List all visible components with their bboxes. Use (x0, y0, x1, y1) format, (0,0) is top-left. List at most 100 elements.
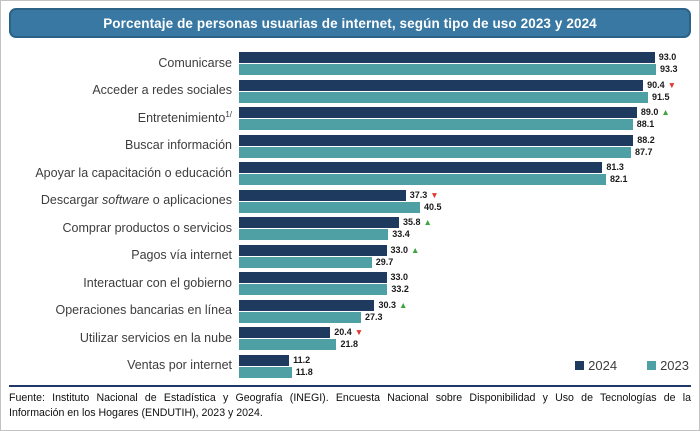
bar-pair: 11.2 11.8 (239, 354, 691, 378)
value-label-2024: 35.8 (403, 217, 421, 227)
bar-line-2023: 40.5 (239, 201, 691, 213)
value-label-2024: 20.4 (334, 327, 352, 337)
legend-item-2024: 2024 (575, 358, 617, 373)
bar-2024 (239, 189, 406, 201)
value-label-2023: 40.5 (424, 201, 442, 212)
value-label-2023: 27.3 (365, 311, 383, 322)
bar-pair: 90.4 ▼ 91.5 (239, 79, 691, 103)
bar-pair: 20.4 ▼ 21.8 (239, 327, 691, 350)
footer-divider-line (9, 385, 691, 387)
category-row: Entretenimiento1/89.0 ▲ 88.1 (9, 107, 691, 130)
category-row: Utilizar servicios en la nube 20.4 ▼ 21.8 (9, 327, 691, 350)
bar-pair: 35.8 ▲ 33.4 (239, 217, 691, 240)
category-row: Operaciones bancarias en línea 30.3 ▲ 27.3 (9, 299, 691, 323)
category-row: Descargar software o aplicaciones 37.3 ▼ 40… (9, 189, 691, 213)
value-label-2024: 89.0 (640, 107, 659, 117)
bar-pair: 93.0 93.3 (239, 52, 691, 75)
category-row: Comunicarse 93.0 93.3 (9, 52, 691, 75)
legend-swatch-2024 (575, 361, 585, 370)
category-label: Operaciones bancarias en línea (55, 303, 232, 318)
bar-2023 (239, 284, 388, 295)
change-marker-up-icon: ▲ (411, 244, 420, 255)
bar-line-2024: 88.2 (239, 134, 691, 146)
change-marker-down-icon: ▼ (667, 79, 677, 90)
bar-line-2024: 93.0 (239, 52, 691, 63)
category-label: Ventas por internet (127, 358, 232, 373)
bar-2023 (239, 229, 389, 240)
category-label: Interactuar con el gobierno (83, 275, 232, 290)
bar-2024 (239, 79, 644, 91)
bar-2023 (239, 91, 648, 103)
value-label-2024: 93.0 (658, 52, 677, 62)
bar-line-2023: 91.5 (239, 91, 691, 103)
change-marker-down-icon: ▼ (430, 189, 439, 200)
bar-line-2024: 33.0 ▲ (239, 244, 691, 256)
category-row: Buscar información 88.2 87.7 (9, 134, 691, 158)
bar-2024 (239, 299, 375, 311)
change-marker-up-icon: ▲ (423, 217, 432, 228)
bar-line-2023: 87.7 (239, 146, 691, 158)
bar-line-2023: 33.2 (239, 284, 691, 295)
bar-pair: 37.3 ▼ 40.5 (239, 189, 691, 213)
source-note-line2: Información en los Hogares (ENDUTIH), 20… (9, 407, 263, 420)
bar-line-2023: 82.1 (239, 174, 691, 185)
bar-2023 (239, 366, 292, 378)
chart-legend: 2024 2023 (575, 358, 689, 373)
bar-line-2024: 33.0 (239, 272, 691, 283)
category-label: Comprar productos o servicios (62, 220, 232, 235)
value-label-2023: 21.8 (340, 339, 358, 349)
bar-line-2023: 27.3 (239, 311, 691, 323)
bar-line-2023: 88.1 (239, 119, 691, 130)
chart-title-bar: Porcentaje de personas usuarias de inter… (9, 8, 691, 38)
value-label-2023: 33.4 (392, 229, 410, 239)
category-label: Comunicarse (158, 55, 232, 70)
bar-line-2024: 11.2 (239, 354, 691, 366)
bar-line-2023: 33.4 (239, 229, 691, 240)
bar-2023 (239, 119, 633, 130)
bar-chart-area: Comunicarse 93.0 93.3 Acceder a redes socia… (9, 52, 691, 382)
legend-label-2024: 2024 (588, 358, 618, 373)
bar-2023 (239, 146, 632, 158)
legend-label-2023: 2023 (660, 358, 689, 373)
category-row: Apoyar la capacitación o educación 81.3 82… (9, 162, 691, 185)
category-label: Utilizar servicios en la nube (79, 330, 232, 345)
legend-swatch-2023 (647, 361, 657, 370)
bar-2024 (239, 107, 637, 118)
chart-title: Porcentaje de personas usuarias de inter… (103, 15, 597, 31)
bar-2024 (239, 52, 655, 63)
bar-pair: 33.0 33.2 (239, 272, 691, 295)
value-label-2023: 82.1 (609, 174, 628, 184)
value-label-2024: 11.2 (293, 354, 311, 365)
value-label-2024: 30.3 (378, 299, 396, 310)
bar-pair: 30.3 ▲ 27.3 (239, 299, 691, 323)
bar-line-2024: 90.4 ▼ (239, 79, 691, 91)
bar-2024 (239, 327, 331, 338)
bar-pair: 89.0 ▲ 88.1 (239, 107, 691, 130)
legend-item-2023: 2023 (647, 358, 689, 373)
bar-2024 (239, 354, 290, 366)
category-label: Buscar información (125, 138, 232, 153)
value-label-2024: 90.4 (647, 79, 665, 90)
bar-2024 (239, 162, 603, 173)
value-label-2023: 93.3 (660, 64, 678, 74)
bar-2024 (239, 244, 387, 256)
bar-line-2023: 93.3 (239, 64, 691, 75)
bar-pair: 81.3 82.1 (239, 162, 691, 185)
category-label: Pagos vía internet (131, 248, 232, 263)
category-label: Apoyar la capacitación o educación (35, 165, 232, 180)
value-label-2023: 29.7 (375, 256, 394, 267)
category-row: Pagos vía internet 33.0 ▲ 29.7 (9, 244, 691, 268)
value-label-2024: 81.3 (606, 162, 624, 172)
bar-2023 (239, 339, 337, 350)
bar-line-2023: 21.8 (239, 339, 691, 350)
source-note-line1: Fuente: Instituto Nacional de Estadístic… (9, 392, 691, 404)
category-row: Ventas por internet 11.2 11.8 (9, 354, 691, 378)
bar-2023 (239, 256, 372, 268)
category-label: Acceder a redes sociales (92, 83, 232, 98)
bar-2024 (239, 272, 387, 283)
value-label-2024: 33.0 (390, 272, 409, 282)
bar-line-2024: 81.3 (239, 162, 691, 173)
category-row: Acceder a redes sociales 90.4 ▼ 91.5 (9, 79, 691, 103)
bar-line-2023: 11.8 (239, 366, 691, 378)
